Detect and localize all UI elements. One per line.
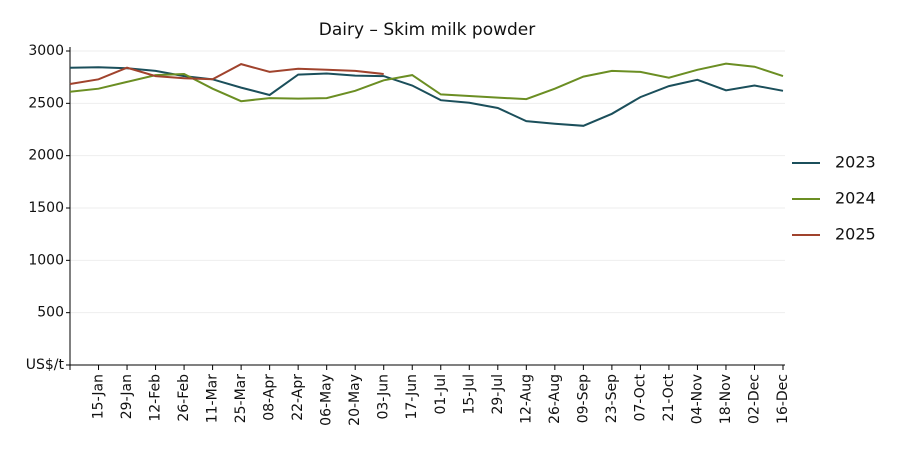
- x-tick-label: 29-Jul: [490, 374, 506, 415]
- x-tick-label: 26-Feb: [176, 374, 192, 422]
- y-tick-label: 2500: [28, 95, 64, 111]
- x-tick-label: 12-Feb: [148, 374, 164, 422]
- x-tick-label: 15-Jul: [461, 374, 477, 415]
- x-tick-label: 23-Sep: [604, 374, 620, 423]
- x-tick-label: 03-Jun: [376, 374, 392, 420]
- legend-label: 2025: [835, 225, 876, 244]
- x-tick-label: 02-Dec: [746, 374, 762, 424]
- chart-title: Dairy – Skim milk powder: [319, 20, 536, 40]
- series-line: [69, 62, 784, 103]
- x-tick-label: 29-Jan: [119, 374, 135, 419]
- x-tick-label: 16-Dec: [775, 374, 791, 424]
- x-tick-label: 11-Mar: [205, 374, 221, 424]
- x-tick-label: 12-Aug: [518, 374, 534, 424]
- x-tick-label: 07-Oct: [632, 373, 648, 421]
- legend-label: 2024: [835, 189, 876, 208]
- x-tick-label: 01-Jul: [433, 374, 449, 415]
- x-tick-label: 15-Jan: [91, 374, 107, 419]
- x-tick-label: 06-May: [319, 374, 335, 426]
- x-tick-label: 17-Jun: [404, 374, 420, 420]
- series-line: [69, 63, 384, 85]
- y-tick-label: 1500: [28, 200, 64, 216]
- y-tick-label: 3000: [28, 43, 64, 59]
- legend-label: 2023: [835, 153, 876, 172]
- y-tick-label: 1000: [28, 252, 64, 268]
- y-tick-label: 2000: [28, 148, 64, 164]
- x-tick-label: 20-May: [347, 374, 363, 426]
- y-tick-label: 500: [37, 305, 64, 321]
- x-tick-label: 04-Nov: [689, 374, 705, 424]
- x-tick-label: 09-Sep: [575, 374, 591, 423]
- x-tick-label: 08-Apr: [262, 374, 278, 421]
- y-tick-label: US$/t: [26, 357, 65, 373]
- x-tick-label: 21-Oct: [661, 373, 677, 421]
- x-tick-label: 26-Aug: [547, 374, 563, 424]
- x-tick-label: 25-Mar: [233, 374, 249, 424]
- x-tick-label: 22-Apr: [290, 374, 306, 421]
- x-tick-label: 18-Nov: [718, 374, 734, 424]
